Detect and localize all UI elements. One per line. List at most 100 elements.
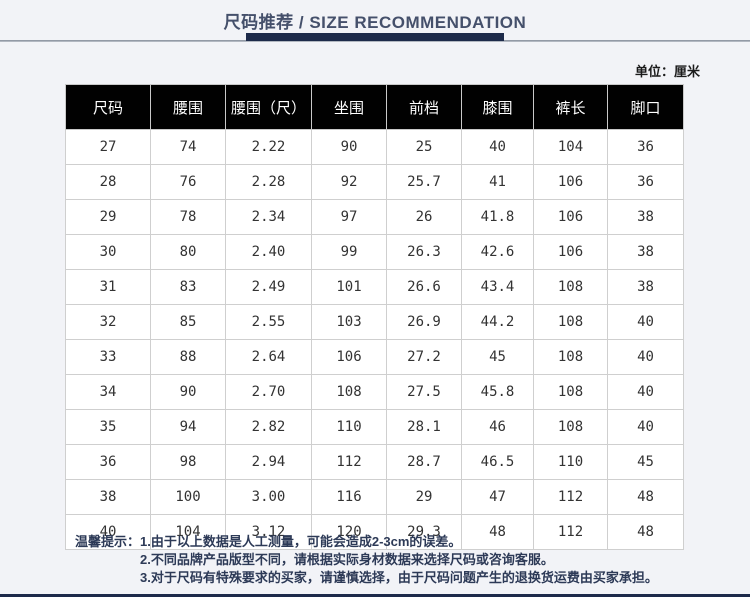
table-cell: 26: [386, 199, 462, 235]
table-row: 29 78 2.34 97 26 41.8 106 38: [65, 199, 684, 235]
table-row: 35 94 2.82 110 28.1 46 108 40: [65, 409, 684, 445]
table-row: 38 100 3.00 116 29 47 112 48: [65, 479, 684, 515]
column-header: 前档: [386, 84, 462, 130]
page-title: 尺码推荐 / SIZE RECOMMENDATION: [223, 13, 527, 32]
table-cell: 29: [386, 479, 462, 515]
table-cell: 94: [150, 409, 226, 445]
table-cell: 33: [65, 339, 151, 375]
table-cell: 40: [607, 339, 684, 375]
table-cell: 36: [607, 129, 684, 165]
table-row: 32 85 2.55 103 26.9 44.2 108 40: [65, 304, 684, 340]
table-cell: 32: [65, 304, 151, 340]
table-cell: 28: [65, 164, 151, 200]
table-cell: 104: [150, 514, 226, 550]
header-row: 尺码 腰围 腰围（尺） 坐围 前档 膝围 裤长 脚口: [65, 84, 684, 130]
table-cell: 2.28: [225, 164, 312, 200]
table-cell: 104: [533, 129, 608, 165]
tips-items: 1.由于以上数据是人工测量，可能会造成2-3cm的误差。 2.不同品牌产品版型不同…: [140, 533, 658, 587]
table-cell: 106: [533, 164, 608, 200]
size-table-body: 27 74 2.22 90 25 40 104 36 28 76 2.28 92 25.7 41 106 36…: [65, 129, 684, 550]
table-row: 30 80 2.40 99 26.3 42.6 106 38: [65, 234, 684, 270]
table-cell: 106: [533, 234, 608, 270]
table-cell: 42.6: [461, 234, 534, 270]
column-header: 膝围: [461, 84, 534, 130]
table-cell: 90: [150, 374, 226, 410]
table-cell: 2.94: [225, 444, 312, 480]
unit-label: 单位：厘米: [634, 64, 700, 79]
table-cell: 103: [311, 304, 387, 340]
tip-line: 2.不同品牌产品版型不同，请根据实际身材数据来选择尺码或咨询客服。: [140, 552, 554, 567]
column-header: 脚口: [607, 84, 684, 130]
table-cell: 40: [65, 514, 151, 550]
table-cell: 40: [607, 374, 684, 410]
tips-label: 温馨提示：: [75, 534, 141, 549]
table-cell: 45.8: [461, 374, 534, 410]
title-underline-bar: [246, 33, 504, 41]
table-cell: 116: [311, 479, 387, 515]
table-cell: 29: [65, 199, 151, 235]
table-cell: 25.7: [386, 164, 462, 200]
table-cell: 110: [311, 409, 387, 445]
table-cell: 25: [386, 129, 462, 165]
table-cell: 44.2: [461, 304, 534, 340]
table-cell: 108: [533, 304, 608, 340]
table-cell: 45: [461, 339, 534, 375]
table-cell: 41.8: [461, 199, 534, 235]
table-cell: 78: [150, 199, 226, 235]
table-cell: 36: [607, 164, 684, 200]
column-header: 裤长: [533, 84, 608, 130]
table-cell: 40: [607, 409, 684, 445]
column-header: 尺码: [65, 84, 151, 130]
table-cell: 106: [311, 339, 387, 375]
table-cell: 34: [65, 374, 151, 410]
table-cell: 30: [65, 234, 151, 270]
table-cell: 74: [150, 129, 226, 165]
table-cell: 46.5: [461, 444, 534, 480]
table-cell: 27: [65, 129, 151, 165]
table-cell: 35: [65, 409, 151, 445]
table-cell: 38: [607, 199, 684, 235]
table-cell: 108: [533, 269, 608, 305]
table-cell: 27.5: [386, 374, 462, 410]
page-header: 尺码推荐 / SIZE RECOMMENDATION: [0, 0, 750, 44]
table-row: 33 88 2.64 106 27.2 45 108 40: [65, 339, 684, 375]
size-table: 尺码 腰围 腰围（尺） 坐围 前档 膝围 裤长 脚口 27 74 2.22 90 25 40 104 36 2…: [65, 84, 684, 550]
table-row: 28 76 2.28 92 25.7 41 106 36: [65, 164, 684, 200]
table-cell: 40: [461, 129, 534, 165]
header-divider-line: [0, 40, 750, 42]
table-row: 27 74 2.22 90 25 40 104 36: [65, 129, 684, 165]
table-cell: 48: [607, 514, 684, 550]
size-table-head: 尺码 腰围 腰围（尺） 坐围 前档 膝围 裤长 脚口: [65, 84, 684, 130]
table-row: 40 104 3.12 120 29.3 48 112 48: [65, 514, 684, 550]
table-cell: 92: [311, 164, 387, 200]
table-cell: 36: [65, 444, 151, 480]
table-cell: 2.64: [225, 339, 312, 375]
table-cell: 108: [533, 409, 608, 445]
table-cell: 28.1: [386, 409, 462, 445]
table-cell: 112: [311, 444, 387, 480]
column-header: 腰围（尺）: [225, 84, 312, 130]
table-cell: 3.00: [225, 479, 312, 515]
table-cell: 2.55: [225, 304, 312, 340]
table-cell: 26.9: [386, 304, 462, 340]
table-cell: 38: [607, 234, 684, 270]
table-cell: 28.7: [386, 444, 462, 480]
table-cell: 112: [533, 479, 608, 515]
table-cell: 40: [607, 304, 684, 340]
table-cell: 45: [607, 444, 684, 480]
table-cell: 43.4: [461, 269, 534, 305]
table-cell: 112: [533, 514, 608, 550]
table-cell: 38: [607, 269, 684, 305]
column-header: 坐围: [311, 84, 387, 130]
table-cell: 2.49: [225, 269, 312, 305]
table-cell: 101: [311, 269, 387, 305]
table-cell: 2.40: [225, 234, 312, 270]
table-cell: 88: [150, 339, 226, 375]
table-cell: 46: [461, 409, 534, 445]
table-cell: 106: [533, 199, 608, 235]
table-cell: 2.22: [225, 129, 312, 165]
bottom-divider-line: [0, 594, 750, 597]
table-cell: 48: [607, 479, 684, 515]
tip-line: 3.对于尺码有特殊要求的买家，请谨慎选择，由于尺码问题产生的退换货运费由买家承担…: [140, 570, 658, 585]
table-row: 34 90 2.70 108 27.5 45.8 108 40: [65, 374, 684, 410]
